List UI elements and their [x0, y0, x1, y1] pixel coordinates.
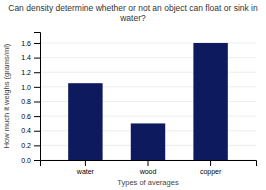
- y-axis: 0.0 0.2 0.4 0.6 0.8 1.0 1.2 1.4 1.6: [21, 33, 40, 164]
- y-tick-label: 1.4: [21, 54, 31, 61]
- x-tick-mark: [210, 160, 211, 166]
- y-tick: 1.6: [21, 40, 40, 47]
- x-tick-label: water: [76, 168, 95, 175]
- y-tick: 0.8: [21, 98, 40, 105]
- y-tick-mark: [34, 145, 40, 146]
- bars: [68, 43, 228, 160]
- y-tick-mark: [34, 101, 40, 102]
- x-tick: water: [76, 160, 95, 175]
- bar: [131, 123, 165, 160]
- title-line: water?: [119, 13, 146, 23]
- x-tick: copper: [200, 160, 222, 176]
- grid: [40, 43, 256, 160]
- y-tick: 0.6: [21, 113, 40, 120]
- x-tick-label: copper: [200, 168, 222, 176]
- y-tick-mark: [34, 87, 40, 88]
- title: Can density determine whether or not an …: [8, 3, 258, 23]
- y-tick-label: 1.2: [21, 69, 31, 76]
- y-tick-label: 0.8: [21, 98, 31, 105]
- y-tick-label: 0.4: [21, 127, 31, 134]
- x-axis: water wood copper: [41, 160, 257, 176]
- y-tick-mark: [34, 160, 40, 161]
- x-tick-label: wood: [139, 168, 157, 175]
- y-tick: 1.2: [21, 69, 40, 76]
- y-tick-mark: [34, 116, 40, 117]
- y-tick-label: 1.0: [21, 84, 31, 91]
- y-tick: 0.4: [21, 127, 40, 134]
- y-tick-mark: [34, 131, 40, 132]
- y-tick-label: 0.6: [21, 113, 31, 120]
- x-tick-mark: [148, 160, 149, 166]
- y-tick-mark: [34, 43, 40, 44]
- y-axis-line: [34, 33, 41, 161]
- bar: [68, 83, 102, 160]
- y-tick: 1.0: [21, 84, 40, 91]
- x-axis-line: [41, 161, 257, 167]
- title-line: Can density determine whether or not an …: [8, 3, 258, 13]
- y-tick-label: 0.0: [21, 157, 31, 164]
- y-tick: 1.4: [21, 54, 40, 61]
- y-tick-label: 1.6: [21, 40, 31, 47]
- x-tick-mark: [85, 160, 86, 166]
- chart: Can density determine whether or not an …: [0, 0, 266, 190]
- y-axis-title: How much it weighs (grams/ml): [2, 43, 11, 148]
- y-tick: 0.0: [21, 157, 40, 164]
- y-tick-label: 0.2: [21, 142, 31, 149]
- plot: 0.0 0.2 0.4 0.6 0.8 1.0 1.2 1.4 1.6 water wood copp…: [21, 33, 256, 176]
- y-tick: 0.2: [21, 142, 40, 149]
- x-tick: wood: [139, 160, 157, 175]
- y-tick-mark: [34, 72, 40, 73]
- y-tick-mark: [34, 58, 40, 59]
- x-axis-title: Types of averages: [117, 178, 179, 187]
- bar: [193, 43, 227, 160]
